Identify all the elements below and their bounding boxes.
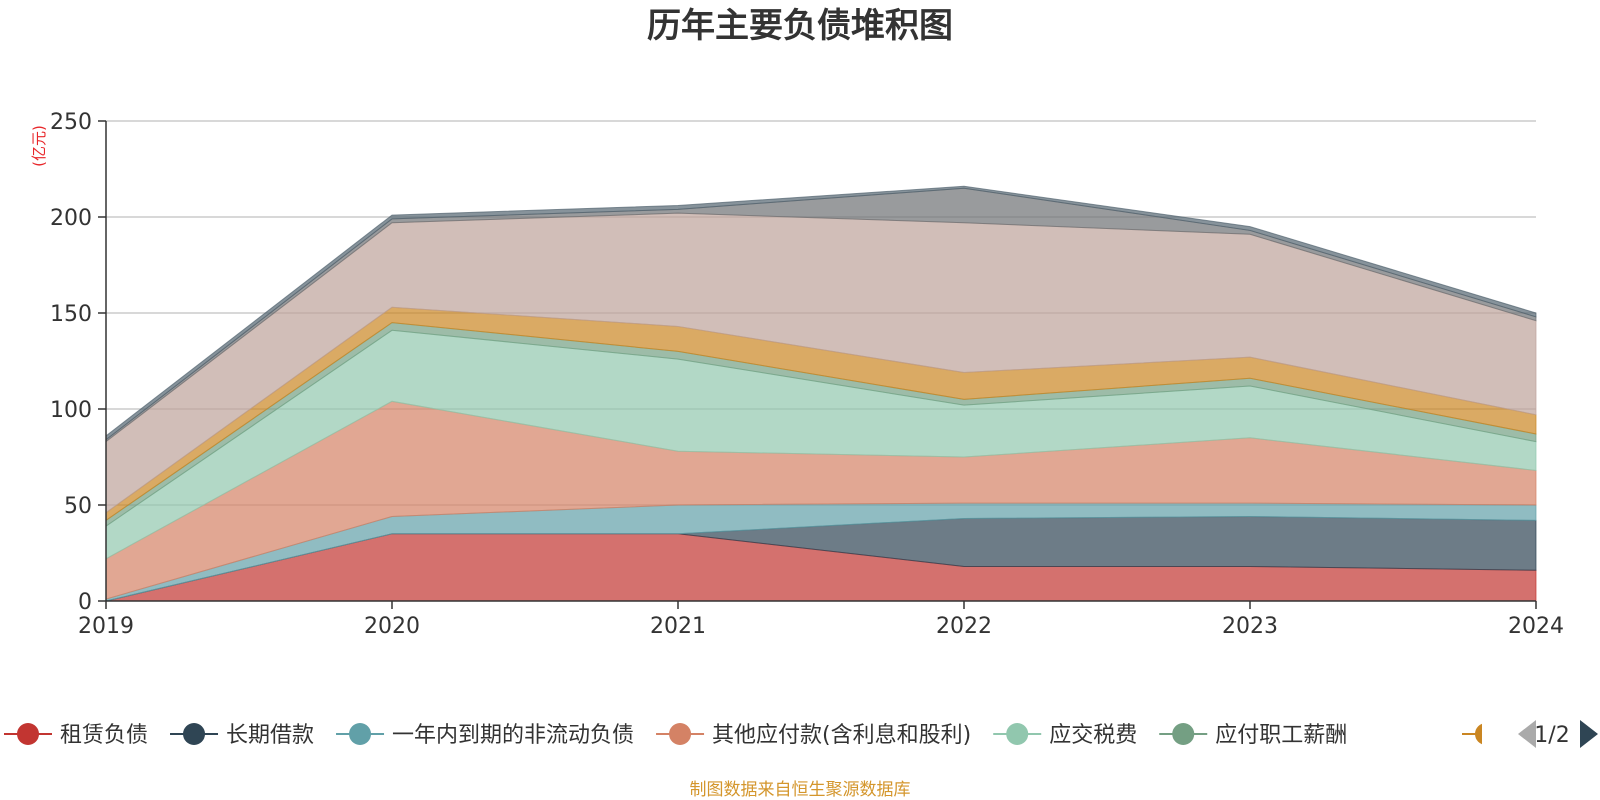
legend-marker-4 bbox=[1006, 723, 1029, 745]
x-tick-label-1: 2020 bbox=[364, 614, 420, 639]
legend: 租赁负债 长期借款 一年内到期的非流动负债 其他应付款(含利息和股利) 应交税费 应付职工… bbox=[4, 720, 1598, 748]
legend-label-4: 应交税费 bbox=[1049, 723, 1137, 748]
legend-item-3[interactable]: 其他应付款(含利息和股利) bbox=[656, 723, 971, 748]
y-tick-label-1: 50 bbox=[64, 494, 92, 519]
legend-marker-2 bbox=[349, 723, 372, 745]
legend-item-partial bbox=[1462, 723, 1482, 745]
axes: 0 50 100 150 200 250 2019 2020 2021 2022 2023 2024 bbox=[50, 110, 1564, 639]
legend-label-1: 长期借款 bbox=[226, 723, 314, 748]
legend-item-1[interactable]: 长期借款 bbox=[170, 723, 314, 748]
y-tick-label-4: 200 bbox=[50, 206, 92, 231]
area-series bbox=[105, 185, 1537, 602]
legend-next-page-icon[interactable] bbox=[1580, 720, 1598, 748]
x-tick-label-0: 2019 bbox=[78, 614, 134, 639]
y-tick-label-3: 150 bbox=[50, 302, 92, 327]
legend-label-3: 其他应付款(含利息和股利) bbox=[712, 723, 971, 748]
x-tick-label-3: 2022 bbox=[936, 614, 992, 639]
legend-page-indicator: 1/2 bbox=[1534, 723, 1569, 748]
y-tick-label-2: 100 bbox=[50, 398, 92, 423]
legend-marker-1 bbox=[183, 723, 206, 745]
y-tick-label-0: 0 bbox=[78, 590, 92, 615]
legend-label-0: 租赁负债 bbox=[60, 723, 148, 748]
legend-label-2: 一年内到期的非流动负债 bbox=[392, 723, 634, 748]
legend-marker-0 bbox=[17, 723, 39, 745]
legend-prev-page-icon[interactable] bbox=[1518, 720, 1536, 748]
x-tick-label-5: 2024 bbox=[1508, 614, 1564, 639]
source-note: 制图数据来自恒生聚源数据库 bbox=[690, 780, 911, 800]
legend-item-4[interactable]: 应交税费 bbox=[993, 723, 1137, 748]
legend-item-0[interactable]: 租赁负债 bbox=[4, 723, 148, 748]
x-tick-label-2: 2021 bbox=[650, 614, 706, 639]
legend-item-2[interactable]: 一年内到期的非流动负债 bbox=[336, 723, 634, 748]
legend-label-5: 应付职工薪酬 bbox=[1215, 723, 1347, 748]
x-tick-label-4: 2023 bbox=[1222, 614, 1278, 639]
legend-marker-partial bbox=[1475, 723, 1482, 745]
y-tick-label-5: 250 bbox=[50, 110, 92, 135]
legend-marker-3 bbox=[669, 723, 692, 745]
area-series-9 bbox=[105, 185, 1537, 441]
legend-marker-5 bbox=[1172, 723, 1195, 745]
y-axis-unit: (亿元) bbox=[30, 125, 48, 167]
chart-title: 历年主要负债堆积图 bbox=[647, 6, 953, 46]
legend-item-5[interactable]: 应付职工薪酬 bbox=[1159, 723, 1347, 748]
